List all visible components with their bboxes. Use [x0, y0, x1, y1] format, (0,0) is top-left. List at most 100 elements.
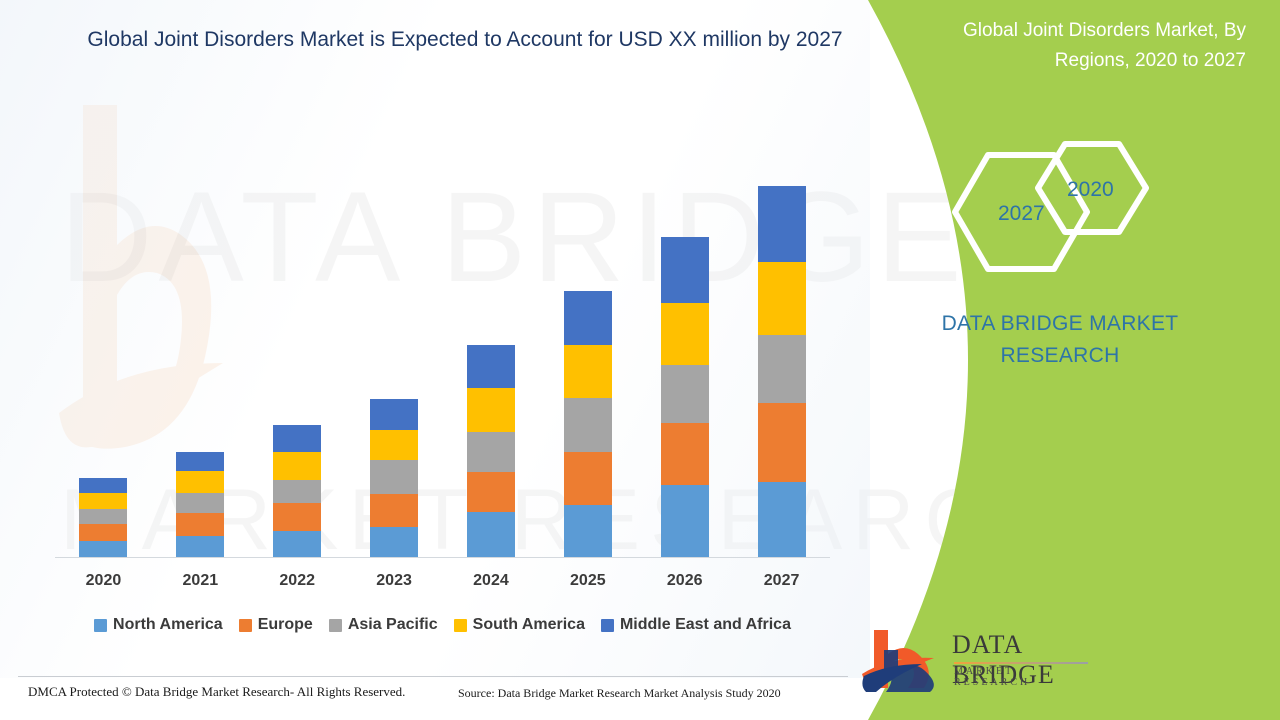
x-axis-label: 2026	[666, 572, 703, 589]
bar-group	[55, 101, 152, 557]
bar-group	[539, 101, 636, 557]
bar-segment[interactable]	[273, 425, 322, 452]
year-hexagons: 2027 2020	[940, 140, 1160, 285]
bar-segment[interactable]	[370, 430, 419, 460]
bar-segment[interactable]	[563, 398, 612, 452]
footer-source: Source: Data Bridge Market Research Mark…	[458, 686, 781, 700]
legend-swatch-icon	[453, 618, 467, 632]
legend-item[interactable]: South America	[453, 616, 585, 634]
bar-group	[152, 101, 249, 557]
bar-segment[interactable]	[466, 472, 515, 512]
bar-segment[interactable]	[757, 335, 806, 403]
bar-segment[interactable]	[563, 345, 612, 398]
bar-group	[249, 101, 346, 557]
x-axis-label: 2020	[85, 572, 122, 589]
bar-segment[interactable]	[660, 423, 709, 485]
bar-segment[interactable]	[176, 471, 225, 493]
stacked-bar[interactable]	[176, 452, 225, 557]
logo-wordmark: DATA BRIDGE	[952, 630, 1055, 689]
x-axis-label: 2027	[763, 572, 800, 589]
legend-label: North America	[113, 616, 223, 633]
bar-segment[interactable]	[660, 303, 709, 365]
legend-item[interactable]: North America	[94, 616, 223, 634]
right-green-panel: Global Joint Disorders Market, By Region…	[840, 0, 1280, 720]
panel-title: Global Joint Disorders Market, By Region…	[963, 20, 1246, 71]
legend-swatch-icon	[94, 618, 108, 632]
brand-name: DATA BRIDGE MARKET RESEARCH	[941, 312, 1179, 367]
bar-segment[interactable]	[563, 505, 612, 557]
legend-label: Asia Pacific	[347, 616, 438, 633]
stacked-bar[interactable]	[757, 186, 806, 557]
bar-segment[interactable]	[757, 262, 806, 335]
bar-segment[interactable]	[176, 452, 225, 471]
company-logo: DATA BRIDGE MARKET RESEARCH	[860, 628, 1090, 694]
bar-segment[interactable]	[660, 365, 709, 423]
bar-segment[interactable]	[176, 493, 225, 513]
bar-segment[interactable]	[660, 485, 709, 557]
bar-segment[interactable]	[79, 509, 128, 524]
bar-segment[interactable]	[176, 536, 225, 557]
hexagon-end-year-shape	[952, 152, 1090, 272]
x-axis-labels: 2020 2021 2022 2023 2024 2025 2026 2027	[55, 572, 830, 590]
bar-group	[443, 101, 540, 557]
bar-segment[interactable]	[79, 478, 128, 493]
bar-segment[interactable]	[370, 399, 419, 430]
bar-segment[interactable]	[273, 531, 322, 557]
legend-swatch-icon	[328, 618, 342, 632]
bar-segment[interactable]	[466, 432, 515, 472]
bar-columns	[55, 101, 830, 557]
x-axis-label: 2023	[376, 572, 412, 589]
logo-mark-icon	[862, 630, 934, 692]
stacked-bar[interactable]	[660, 237, 709, 557]
logo-tagline: MARKET RESEARCH	[954, 666, 1031, 688]
bar-segment[interactable]	[370, 494, 419, 527]
hexagon-start-year-label: 2020	[1067, 178, 1114, 201]
x-axis-label: 2022	[279, 572, 315, 589]
bar-segment[interactable]	[466, 388, 515, 432]
bar-segment[interactable]	[79, 541, 128, 557]
legend-item[interactable]: Middle East and Africa	[600, 616, 791, 634]
footer-divider	[18, 676, 848, 677]
stacked-bar[interactable]	[466, 345, 515, 557]
stacked-bar[interactable]	[79, 478, 128, 557]
chart-plot-area	[55, 100, 830, 558]
bar-segment[interactable]	[757, 186, 806, 262]
legend-label: Middle East and Africa	[619, 616, 791, 633]
bar-segment[interactable]	[273, 503, 322, 531]
bar-segment[interactable]	[370, 460, 419, 494]
hexagon-start-year-shape	[1035, 141, 1149, 235]
legend-swatch-icon	[600, 618, 614, 632]
bar-segment[interactable]	[757, 482, 806, 557]
footer-copyright: DMCA Protected © Data Bridge Market Rese…	[28, 684, 406, 699]
stacked-bar[interactable]	[563, 291, 612, 557]
legend-item[interactable]: Europe	[238, 616, 313, 634]
bar-segment[interactable]	[660, 237, 709, 303]
bar-group	[733, 101, 830, 557]
chart-legend: North America Europe Asia Pacific South Ame…	[55, 616, 830, 634]
bar-segment[interactable]	[563, 452, 612, 505]
stacked-bar[interactable]	[370, 399, 419, 557]
bar-segment[interactable]	[466, 512, 515, 557]
stacked-bar[interactable]	[273, 425, 322, 557]
bar-segment[interactable]	[176, 513, 225, 536]
bar-segment[interactable]	[273, 480, 322, 503]
legend-item[interactable]: Asia Pacific	[328, 616, 438, 634]
hexagon-end-year-label: 2027	[998, 202, 1045, 225]
bar-segment[interactable]	[466, 345, 515, 388]
bar-segment[interactable]	[563, 291, 612, 345]
bar-segment[interactable]	[370, 527, 419, 557]
legend-label: Europe	[257, 616, 313, 633]
bar-segment[interactable]	[273, 452, 322, 480]
x-axis-label: 2024	[473, 572, 509, 589]
legend-swatch-icon	[238, 618, 252, 632]
bar-segment[interactable]	[79, 524, 128, 541]
bar-group	[346, 101, 443, 557]
x-axis-line	[55, 557, 830, 558]
bar-segment[interactable]	[757, 403, 806, 482]
bar-segment[interactable]	[79, 493, 128, 509]
legend-label: South America	[472, 616, 585, 633]
page-title: Global Joint Disorders Market is Expecte…	[87, 28, 843, 51]
x-axis-label: 2025	[570, 572, 606, 589]
bar-group	[636, 101, 733, 557]
